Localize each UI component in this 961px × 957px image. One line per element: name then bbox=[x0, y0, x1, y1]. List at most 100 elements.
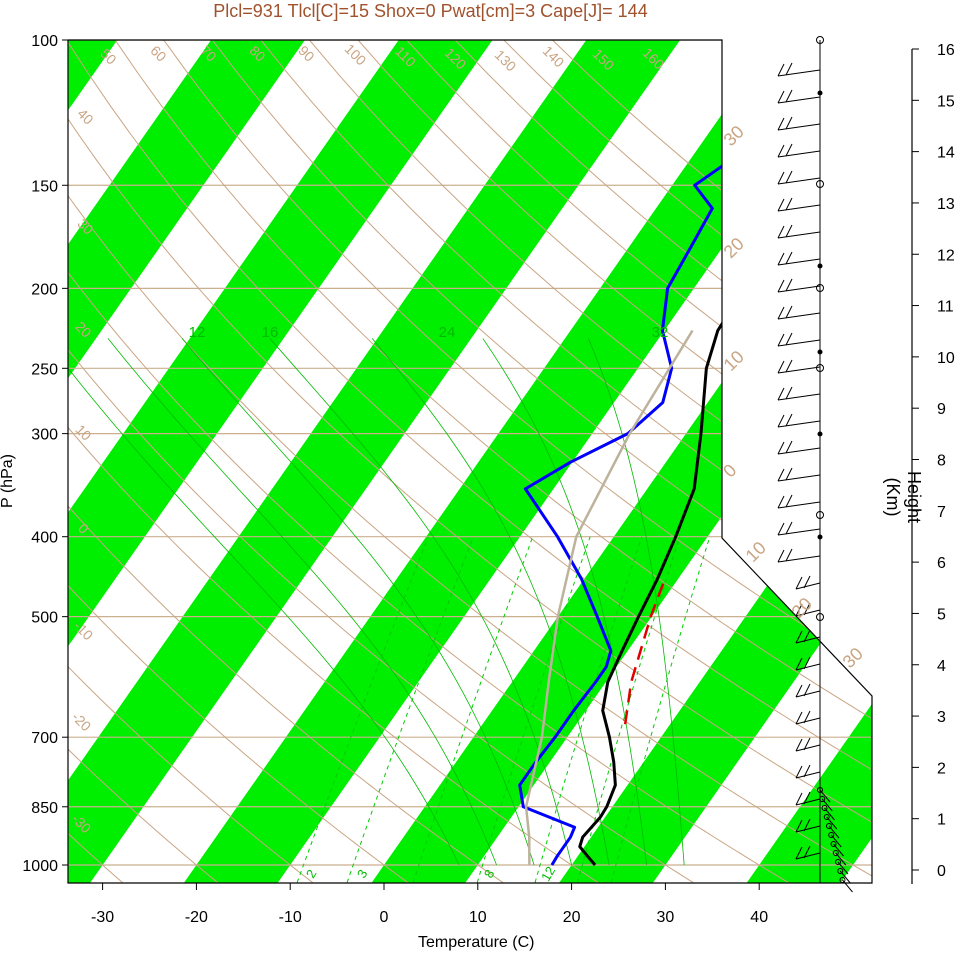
dry-adiabat bbox=[68, 40, 694, 883]
wind-barb bbox=[777, 359, 821, 374]
isotherm-label: 10 bbox=[72, 421, 94, 443]
wind-barb bbox=[795, 791, 821, 806]
height-axis-label: Height (Km) bbox=[883, 470, 924, 524]
y-tick-label: 1000 bbox=[22, 858, 58, 875]
wind-barb-circle bbox=[817, 263, 823, 269]
wind-barb-flag bbox=[777, 387, 785, 401]
wind-barb-flag bbox=[803, 575, 811, 589]
wind-barb-circle bbox=[817, 349, 823, 355]
isotherm-band bbox=[68, 40, 493, 883]
isotherm-band bbox=[68, 40, 681, 883]
wind-barb bbox=[795, 737, 821, 752]
height-tick-label: 5 bbox=[937, 606, 946, 623]
wind-barb-shaft bbox=[795, 771, 821, 779]
wind-barb-shaft bbox=[828, 825, 840, 839]
wind-barb-shaft bbox=[777, 339, 821, 347]
x-tick-label: 0 bbox=[380, 909, 389, 926]
wind-barb bbox=[777, 278, 821, 293]
wind-barb bbox=[795, 575, 821, 590]
wind-barb-shaft bbox=[777, 69, 821, 77]
height-tick-label: 14 bbox=[937, 145, 955, 162]
wind-barb-shaft bbox=[839, 870, 851, 884]
isotherm-band bbox=[735, 40, 872, 883]
x-tick-label: 10 bbox=[469, 909, 487, 926]
height-tick-label: 6 bbox=[937, 555, 946, 572]
wind-barb bbox=[795, 683, 821, 698]
wind-barb-flag bbox=[785, 413, 793, 427]
wind-barb-flag bbox=[777, 225, 785, 239]
wind-barb-circle bbox=[835, 859, 841, 865]
wind-barb bbox=[795, 764, 821, 779]
isotherm-label: 40 bbox=[74, 105, 96, 127]
wind-barb-shaft bbox=[777, 555, 821, 563]
wind-barb bbox=[795, 602, 821, 617]
wind-barb-shaft bbox=[777, 366, 821, 374]
moist-adiabat-label: 16 bbox=[262, 324, 279, 341]
wind-barb-shaft bbox=[842, 879, 853, 893]
wind-barb bbox=[777, 89, 821, 104]
isotherm-right-label: 20 bbox=[720, 234, 748, 262]
wind-barb-circle bbox=[839, 877, 846, 883]
height-tick-label: 16 bbox=[937, 42, 955, 59]
wind-barb-shaft bbox=[795, 636, 821, 644]
dry-adiabat bbox=[114, 40, 872, 883]
wind-barb-flag bbox=[785, 521, 793, 535]
wind-barb bbox=[777, 521, 821, 536]
isotherm-right-label: 10 bbox=[742, 538, 770, 566]
wind-barb-circle bbox=[821, 805, 828, 811]
wind-barb-flag bbox=[785, 224, 793, 238]
dry-adiabat-label: 100 bbox=[342, 41, 370, 69]
wind-barb-flag bbox=[795, 711, 803, 725]
wind-barb-circle bbox=[826, 823, 832, 829]
x-tick-label: -20 bbox=[185, 909, 208, 926]
wind-barb-flag bbox=[777, 414, 785, 428]
height-tick-label: 13 bbox=[937, 196, 955, 213]
mixing-ratio-label: 2 bbox=[303, 867, 320, 881]
mixing-ratio-line bbox=[346, 536, 474, 883]
mixing-ratio-line bbox=[577, 536, 681, 883]
wind-barb-flag bbox=[785, 170, 793, 184]
wind-barb-shaft bbox=[777, 393, 821, 401]
dry-adiabat bbox=[309, 40, 872, 883]
wind-barb-shaft bbox=[777, 204, 821, 212]
wind-barb-shaft bbox=[826, 816, 838, 830]
wind-barb-flag bbox=[803, 683, 811, 697]
wind-barb-shaft bbox=[777, 150, 821, 158]
height-tick-label: 3 bbox=[937, 709, 946, 726]
dry-adiabat bbox=[68, 40, 409, 883]
wind-barb-flag bbox=[785, 494, 793, 508]
moist-adiabat bbox=[107, 338, 497, 866]
height-tick-label: 8 bbox=[937, 453, 946, 470]
wind-barb-flag bbox=[777, 333, 785, 347]
wind-barb-shaft bbox=[795, 744, 821, 752]
wind-barb-flag bbox=[803, 629, 811, 643]
wind-barb-circle bbox=[832, 850, 839, 856]
moist-adiabat bbox=[181, 338, 535, 866]
wind-barb-shaft bbox=[777, 528, 821, 536]
x-tick-label: 30 bbox=[657, 909, 675, 926]
wind-barb-flag bbox=[803, 764, 811, 778]
isotherm-right-label: 30 bbox=[839, 644, 867, 672]
wind-barb-flag bbox=[777, 306, 785, 320]
wind-barb-flag bbox=[785, 305, 793, 319]
wind-barb-flag bbox=[785, 467, 793, 481]
wind-barb-shaft bbox=[795, 690, 821, 698]
chart-title: Plcl=931 Tlcl[C]=15 Shox=0 Pwat[cm]=3 Ca… bbox=[213, 1, 648, 21]
wind-barb-circle bbox=[817, 787, 823, 793]
wind-barb-shaft bbox=[795, 609, 821, 617]
wind-barb-circle bbox=[816, 613, 824, 621]
y-tick-label: 500 bbox=[31, 610, 58, 627]
wind-barb bbox=[777, 494, 821, 509]
wind-barb bbox=[795, 845, 821, 860]
wind-barb bbox=[777, 305, 821, 320]
wind-barb-flag bbox=[777, 117, 785, 131]
wind-barb-flag bbox=[785, 359, 793, 373]
y-tick-label: 200 bbox=[31, 281, 58, 298]
wind-barb-flag bbox=[785, 440, 793, 454]
wind-barb bbox=[777, 467, 821, 482]
x-tick-label: 40 bbox=[750, 909, 768, 926]
wind-barb-circle bbox=[819, 796, 826, 802]
y-tick-label: 300 bbox=[31, 427, 58, 444]
wind-barb-circle bbox=[817, 534, 823, 540]
y-tick-label: 400 bbox=[31, 530, 58, 547]
